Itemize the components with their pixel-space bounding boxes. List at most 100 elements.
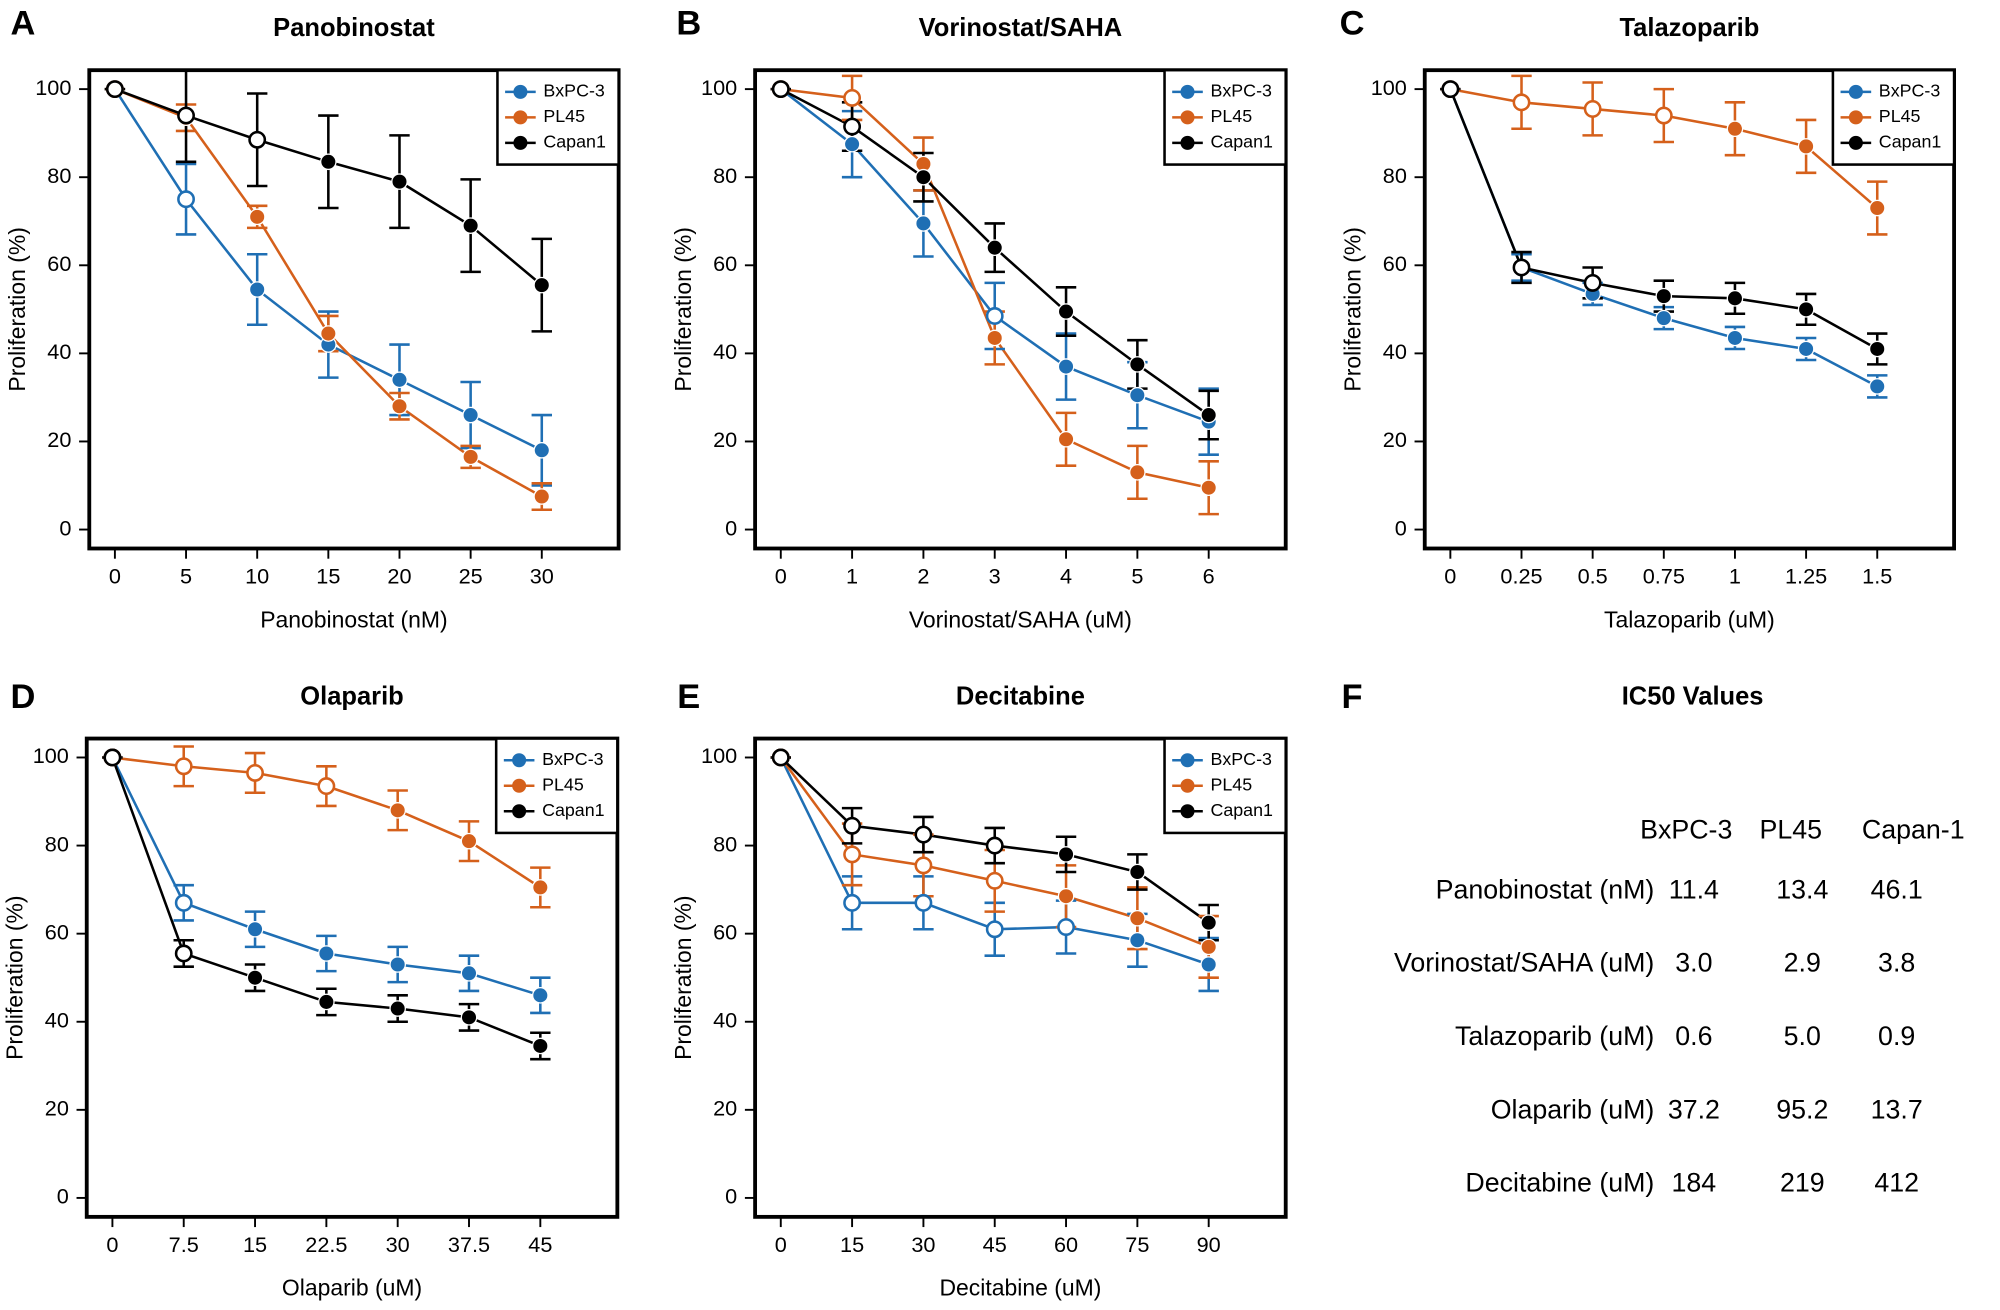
y-tick-label: 0 bbox=[725, 1184, 737, 1209]
x-axis-label: Talazoparib (uM) bbox=[1604, 606, 1775, 632]
data-point bbox=[771, 80, 790, 99]
data-point bbox=[320, 325, 337, 342]
plot-area bbox=[104, 70, 552, 512]
row-label: Decitabine (uM) bbox=[1465, 1168, 1654, 1198]
data-point bbox=[1868, 378, 1886, 395]
data-point bbox=[174, 757, 193, 776]
row-label: Vorinostat/SAHA (uM) bbox=[1394, 948, 1654, 978]
column-header: BxPC-3 bbox=[1640, 815, 1732, 845]
x-tick-label: 30 bbox=[911, 1232, 935, 1257]
column-header: PL45 bbox=[1760, 815, 1823, 845]
data-point bbox=[1129, 464, 1146, 481]
y-tick-label: 60 bbox=[45, 919, 69, 944]
legend-label: PL45 bbox=[543, 106, 585, 126]
x-tick-label: 15 bbox=[840, 1232, 864, 1257]
data-point bbox=[843, 816, 862, 835]
x-tick-label: 30 bbox=[530, 564, 554, 589]
legend-label: Capan1 bbox=[543, 132, 606, 152]
legend-label: PL45 bbox=[1210, 106, 1252, 126]
panel: B Vorinostat/SAHA Vorinostat/SAHA (uM) Prol… bbox=[670, 5, 1288, 632]
data-point bbox=[1129, 863, 1146, 881]
data-point bbox=[1200, 938, 1217, 956]
data-point bbox=[1726, 290, 1744, 307]
data-point bbox=[248, 281, 266, 298]
data-point bbox=[460, 965, 478, 982]
data-point bbox=[1512, 93, 1531, 112]
row-label: Panobinostat (nM) bbox=[1436, 874, 1655, 904]
data-point bbox=[915, 215, 932, 232]
x-tick-label: 1 bbox=[1729, 564, 1741, 589]
data-point bbox=[1129, 931, 1146, 949]
x-tick-label: 60 bbox=[1054, 1232, 1078, 1257]
cell-value: 412 bbox=[1874, 1168, 1919, 1198]
data-point bbox=[460, 1009, 478, 1026]
legend-marker bbox=[513, 135, 528, 150]
x-axis-label: Decitabine (uM) bbox=[939, 1275, 1101, 1301]
cell-value: 5.0 bbox=[1784, 1021, 1821, 1051]
data-point bbox=[1868, 199, 1886, 217]
cell-value: 184 bbox=[1672, 1168, 1717, 1198]
y-tick-label: 20 bbox=[45, 1096, 69, 1121]
data-point bbox=[533, 488, 551, 505]
data-point bbox=[1057, 887, 1075, 905]
x-tick-label: 15 bbox=[243, 1232, 267, 1257]
y-tick-label: 20 bbox=[713, 1096, 737, 1121]
x-tick-label: 3 bbox=[989, 564, 1001, 589]
y-tick-label: 20 bbox=[713, 427, 737, 452]
data-point bbox=[1057, 358, 1075, 375]
data-point bbox=[1583, 273, 1602, 292]
cell-value: 95.2 bbox=[1776, 1094, 1828, 1124]
x-tick-label: 2 bbox=[917, 564, 929, 589]
plot-area bbox=[770, 748, 1219, 993]
data-point bbox=[914, 893, 933, 912]
data-point bbox=[1726, 120, 1744, 138]
legend-label: Capan1 bbox=[542, 800, 605, 820]
y-tick-label: 40 bbox=[713, 1007, 737, 1032]
data-point bbox=[533, 276, 551, 294]
y-tick-label: 0 bbox=[725, 515, 737, 540]
y-tick-label: 40 bbox=[713, 339, 737, 364]
cell-value: 219 bbox=[1780, 1168, 1825, 1198]
plot-area bbox=[770, 74, 1219, 516]
x-tick-label: 4 bbox=[1060, 564, 1072, 589]
legend-label: BxPC-3 bbox=[543, 81, 605, 101]
legend-marker bbox=[1180, 135, 1195, 150]
data-point bbox=[389, 956, 406, 973]
data-point bbox=[246, 969, 264, 986]
cell-value: 2.9 bbox=[1784, 948, 1821, 978]
legend-label: BxPC-3 bbox=[1210, 81, 1272, 101]
x-tick-label: 20 bbox=[387, 564, 411, 589]
x-tick-label: 0 bbox=[109, 564, 121, 589]
data-point bbox=[103, 748, 122, 767]
y-tick-label: 60 bbox=[713, 251, 737, 276]
y-axis-label: Proliferation (%) bbox=[670, 895, 696, 1059]
y-tick-label: 0 bbox=[1395, 515, 1407, 540]
data-point bbox=[986, 239, 1004, 256]
y-tick-label: 40 bbox=[45, 1007, 69, 1032]
plot-frame bbox=[753, 736, 1288, 1219]
data-point bbox=[105, 80, 124, 99]
data-point bbox=[389, 802, 406, 819]
data-point bbox=[174, 893, 193, 912]
data-point bbox=[1441, 80, 1460, 99]
data-point bbox=[1200, 956, 1217, 973]
data-point bbox=[391, 397, 408, 415]
y-tick-label: 80 bbox=[713, 831, 737, 856]
data-point bbox=[318, 993, 335, 1011]
data-point bbox=[248, 130, 267, 149]
data-point bbox=[318, 945, 335, 962]
data-point bbox=[389, 1000, 406, 1017]
x-tick-label: 30 bbox=[386, 1232, 410, 1257]
x-tick-label: 22.5 bbox=[305, 1232, 347, 1257]
x-tick-label: 37.5 bbox=[448, 1232, 490, 1257]
data-point bbox=[1200, 914, 1217, 931]
data-point bbox=[248, 208, 266, 226]
y-tick-label: 100 bbox=[1371, 75, 1407, 100]
data-point bbox=[843, 88, 862, 107]
x-tick-label: 75 bbox=[1125, 1232, 1149, 1257]
data-point bbox=[532, 987, 549, 1004]
data-point bbox=[986, 329, 1004, 347]
data-point bbox=[1654, 106, 1673, 125]
data-point bbox=[1057, 303, 1075, 320]
x-tick-label: 5 bbox=[180, 564, 192, 589]
